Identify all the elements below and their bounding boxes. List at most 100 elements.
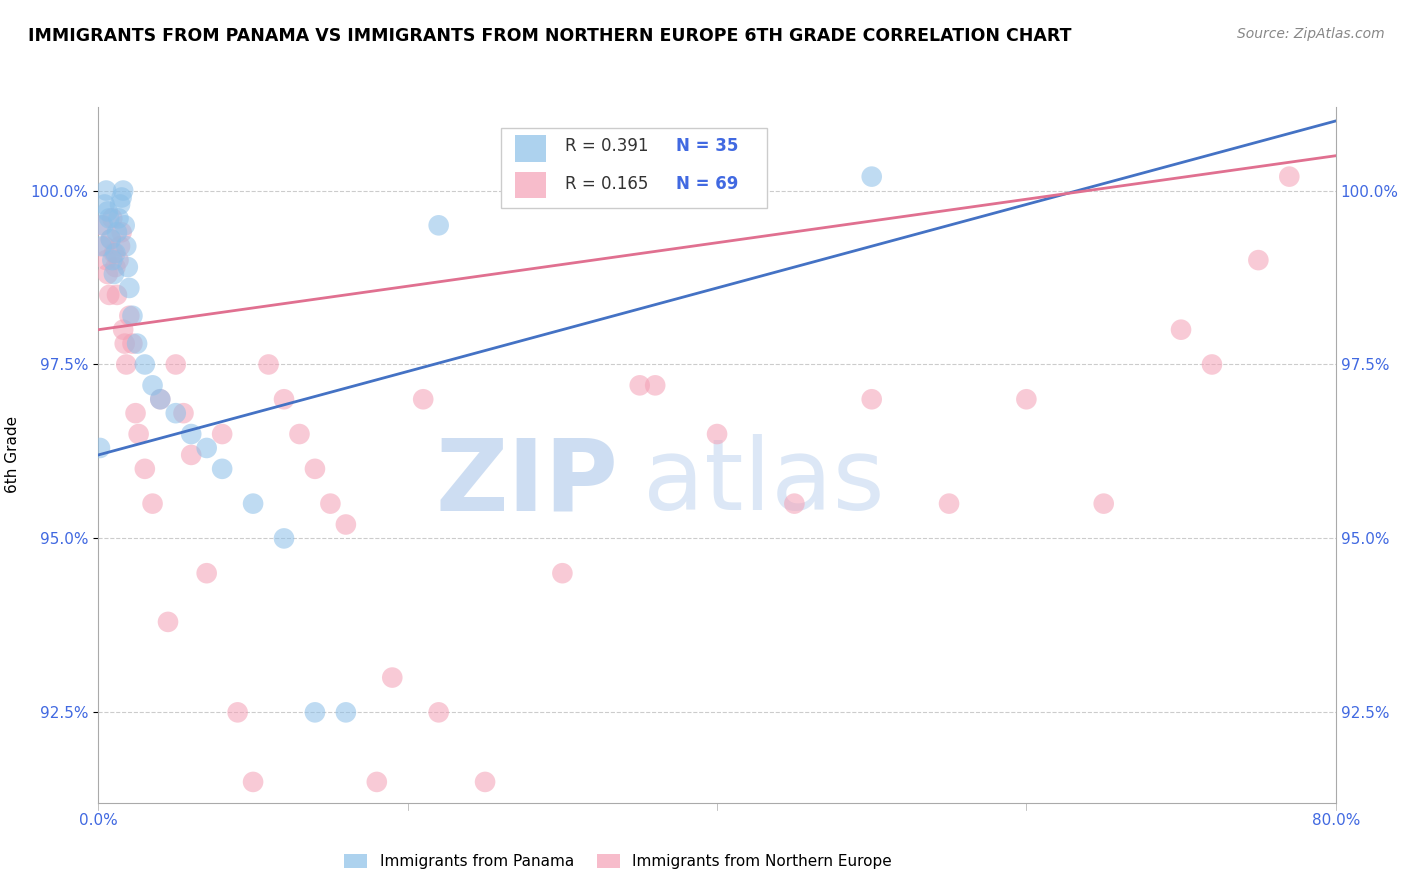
- Point: [96, 253, 118, 268]
- Point: [93, 239, 115, 253]
- Point: [149, 392, 172, 407]
- Text: ZIP: ZIP: [436, 434, 619, 532]
- Text: R = 0.391: R = 0.391: [565, 137, 648, 155]
- Point: [124, 406, 146, 420]
- Point: [112, 323, 135, 337]
- Point: [115, 358, 138, 372]
- Bar: [501, 128, 766, 208]
- Point: [273, 532, 295, 546]
- Point: [242, 775, 264, 789]
- Point: [1201, 358, 1223, 372]
- Point: [111, 225, 134, 239]
- Point: [860, 392, 883, 407]
- Point: [104, 260, 127, 274]
- Point: [195, 441, 218, 455]
- Point: [103, 246, 125, 260]
- Point: [165, 358, 187, 372]
- Point: [101, 211, 124, 226]
- Point: [121, 336, 143, 351]
- Point: [706, 427, 728, 442]
- Point: [319, 497, 342, 511]
- Y-axis label: 6th Grade: 6th Grade: [4, 417, 20, 493]
- Point: [288, 427, 311, 442]
- Bar: [516, 172, 547, 198]
- Point: [335, 706, 357, 720]
- Point: [242, 497, 264, 511]
- Point: [98, 211, 121, 226]
- Point: [107, 211, 129, 226]
- Text: N = 69: N = 69: [676, 175, 738, 193]
- Point: [118, 281, 141, 295]
- Point: [157, 615, 180, 629]
- Point: [100, 232, 122, 246]
- Point: [1278, 169, 1301, 184]
- Point: [427, 706, 450, 720]
- Point: [90, 219, 112, 233]
- Point: [114, 219, 136, 233]
- Point: [427, 219, 450, 233]
- Point: [644, 378, 666, 392]
- Point: [149, 392, 172, 407]
- Point: [128, 427, 150, 442]
- Text: IMMIGRANTS FROM PANAMA VS IMMIGRANTS FROM NORTHERN EUROPE 6TH GRADE CORRELATION : IMMIGRANTS FROM PANAMA VS IMMIGRANTS FRO…: [28, 27, 1071, 45]
- Point: [107, 253, 129, 268]
- Point: [366, 775, 388, 789]
- Point: [90, 239, 112, 253]
- Point: [1170, 323, 1192, 337]
- Point: [1015, 392, 1038, 407]
- Point: [105, 225, 128, 239]
- Point: [165, 406, 187, 420]
- Point: [118, 309, 141, 323]
- Point: [111, 190, 134, 204]
- Point: [108, 197, 131, 211]
- Point: [195, 566, 218, 581]
- Point: [396, 810, 419, 824]
- Text: R = 0.165: R = 0.165: [565, 175, 648, 193]
- Point: [105, 288, 128, 302]
- Point: [180, 448, 202, 462]
- Point: [108, 239, 131, 253]
- Point: [860, 169, 883, 184]
- Point: [134, 462, 156, 476]
- Point: [938, 497, 960, 511]
- Text: N = 35: N = 35: [676, 137, 738, 155]
- Point: [412, 392, 434, 407]
- Point: [1092, 497, 1115, 511]
- Point: [273, 392, 295, 407]
- Point: [104, 246, 127, 260]
- Point: [112, 184, 135, 198]
- Point: [101, 253, 124, 268]
- Point: [257, 358, 280, 372]
- Point: [142, 497, 165, 511]
- Point: [100, 232, 122, 246]
- Point: [93, 197, 115, 211]
- Point: [211, 427, 233, 442]
- Point: [173, 406, 195, 420]
- Point: [89, 441, 111, 455]
- Point: [304, 706, 326, 720]
- Point: [96, 184, 118, 198]
- Point: [114, 336, 136, 351]
- Text: atlas: atlas: [643, 434, 884, 532]
- Point: [121, 309, 143, 323]
- Point: [117, 260, 139, 274]
- Point: [211, 462, 233, 476]
- Point: [1247, 253, 1270, 268]
- Point: [304, 462, 326, 476]
- Point: [97, 267, 120, 281]
- Point: [98, 288, 121, 302]
- Bar: [516, 135, 547, 161]
- Point: [97, 204, 120, 219]
- Point: [91, 219, 114, 233]
- Point: [474, 775, 496, 789]
- Point: [226, 706, 249, 720]
- Legend: Immigrants from Panama, Immigrants from Northern Europe: Immigrants from Panama, Immigrants from …: [339, 847, 898, 875]
- Point: [127, 336, 149, 351]
- Point: [783, 497, 806, 511]
- Point: [142, 378, 165, 392]
- Text: Source: ZipAtlas.com: Source: ZipAtlas.com: [1237, 27, 1385, 41]
- Point: [180, 427, 202, 442]
- Point: [628, 378, 651, 392]
- Point: [381, 671, 404, 685]
- Point: [134, 358, 156, 372]
